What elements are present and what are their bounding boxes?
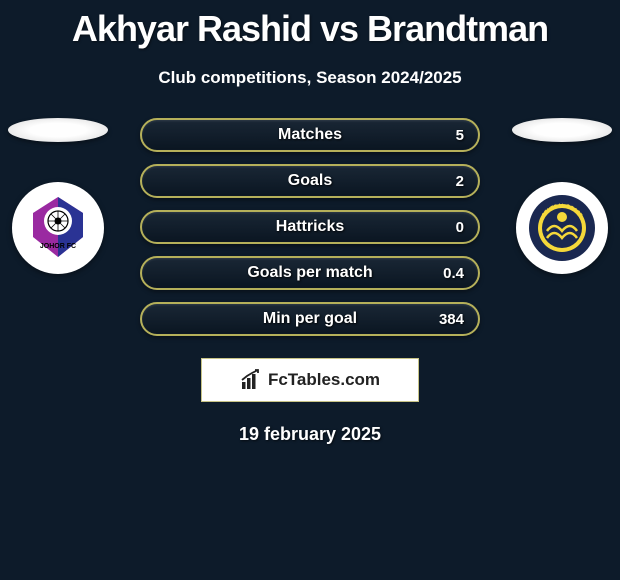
stat-bar: Hattricks 0 [140,210,480,244]
stat-right-value: 0.4 [443,265,464,282]
left-team-column: JOHOR FC [8,118,108,274]
branding-text: FcTables.com [268,370,380,390]
page-title: Akhyar Rashid vs Brandtman [0,0,620,50]
right-team-badge: CENTRAL COAST [516,182,608,274]
right-placeholder-ellipse [512,118,612,142]
stat-label: Matches [278,126,342,144]
stat-bar: Matches 5 [140,118,480,152]
stat-label: Hattricks [276,218,344,236]
stat-right-value: 384 [439,311,464,328]
johor-fc-logo-icon: JOHOR FC [23,193,93,263]
branding-badge: FcTables.com [201,358,419,402]
stat-right-value: 0 [456,219,464,236]
mariners-logo-icon: CENTRAL COAST [527,193,597,263]
stat-label: Min per goal [263,310,357,328]
right-team-column: CENTRAL COAST [512,118,612,274]
stat-bar: Goals per match 0.4 [140,256,480,290]
comparison-content: JOHOR FC CENTRAL COAST Matches [0,118,620,445]
stat-bar: Min per goal 384 [140,302,480,336]
subtitle: Club competitions, Season 2024/2025 [0,68,620,88]
left-team-badge: JOHOR FC [12,182,104,274]
svg-text:JOHOR FC: JOHOR FC [40,243,76,250]
date-text: 19 february 2025 [0,424,620,445]
left-placeholder-ellipse [8,118,108,142]
stat-label: Goals [288,172,332,190]
stat-right-value: 5 [456,127,464,144]
stat-right-value: 2 [456,173,464,190]
stat-bar: Goals 2 [140,164,480,198]
stat-label: Goals per match [247,264,372,282]
stat-bars: Matches 5 Goals 2 Hattricks 0 Goals per … [140,118,480,336]
bar-chart-icon [240,369,262,391]
